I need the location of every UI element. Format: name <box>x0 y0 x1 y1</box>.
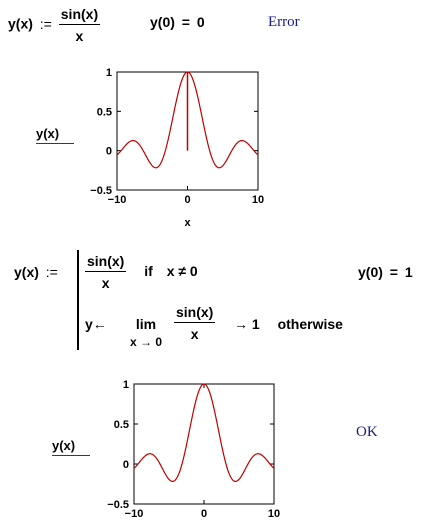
plot1-xlabel: x <box>184 217 191 229</box>
plot2-series-line <box>133 383 275 482</box>
case2-numerator: sin(x) <box>174 304 216 323</box>
case2-limit: lim x → 0 <box>124 316 168 349</box>
eval2-result: 1 <box>404 264 413 280</box>
plot2-ytick-label: 0.5 <box>114 419 129 431</box>
definition-1: y(x) := sin(x) x <box>8 6 101 44</box>
eval2-status-ok: OK <box>356 424 378 440</box>
eval1-result: 0 <box>196 14 205 30</box>
eval1-equals: = <box>181 14 190 30</box>
plot2-ytick-label: 0 <box>123 459 129 471</box>
case-1: sin(x) x if x ≠ 0 <box>85 253 198 291</box>
case2-denominator: x <box>190 326 199 342</box>
definition-2: y(x) := <box>14 264 58 280</box>
case2-var: y <box>85 316 93 332</box>
eval2-equals: = <box>389 264 398 280</box>
piecewise-brace <box>77 250 79 350</box>
def1-fraction: sin(x) x <box>58 6 101 44</box>
case1-condition: x ≠ 0 <box>166 262 198 279</box>
plot1-xtick-label: 0 <box>184 194 190 206</box>
case1-denominator: x <box>101 275 110 291</box>
plot1-ytick-label: 0 <box>106 146 112 158</box>
plot1-xtick-label: −10 <box>108 194 127 206</box>
plot2-frame <box>133 383 275 505</box>
case1-if: if <box>144 262 153 279</box>
def1-numerator: sin(x) <box>58 6 101 25</box>
def1-lhs: y(x) <box>8 15 33 32</box>
case-2-tail: → 1 otherwise <box>234 316 343 332</box>
case2-otherwise: otherwise <box>277 316 343 332</box>
plot1-ytick-label: 0.5 <box>97 106 112 118</box>
eval1-expr: y(0) <box>150 14 175 30</box>
case-2-var: y← <box>85 316 107 332</box>
plot1-xtick-label: 10 <box>252 194 264 206</box>
case1-fraction: sin(x) x <box>85 253 127 291</box>
plot2-ytick-label: −0.5 <box>107 499 129 511</box>
plot-2: 1 0.5 0 −0.5−10 0 10 <box>107 379 280 520</box>
eval1-status-error: Error <box>268 14 300 30</box>
def2-assign: := <box>45 264 58 280</box>
plot-1: 1 0.5 0 −0.5−10 0 10 x <box>90 67 264 229</box>
def1-denominator: x <box>75 28 84 44</box>
def2-lhs: y(x) <box>14 264 39 280</box>
plot2-xtick-label: −10 <box>125 508 144 520</box>
plot2-ylabel: y(x) <box>52 438 90 456</box>
plot1-ytick-label: −0.5 <box>90 185 112 197</box>
eval2-expr: y(0) <box>358 264 383 280</box>
plot2-xtick-label: 10 <box>268 508 280 520</box>
plot2-ytick-label: 1 <box>123 379 129 391</box>
plot1-ytick-label: 1 <box>106 67 112 79</box>
case2-fraction: sin(x) x <box>174 304 216 342</box>
plot2-xtick-label: 0 <box>201 508 207 520</box>
case-2-fraction-wrap: sin(x) x <box>174 304 216 342</box>
eval-2: y(0) = 1 <box>358 264 413 280</box>
eval-1: y(0) = 0 <box>150 14 205 30</box>
case2-lim-sub: x → 0 <box>129 335 162 349</box>
def1-assign: := <box>39 15 52 32</box>
case1-numerator: sin(x) <box>85 253 127 272</box>
case2-result: → 1 <box>234 316 260 332</box>
case2-arrow: ← <box>92 316 107 332</box>
plot1-ylabel: y(x) <box>36 126 74 144</box>
case2-lim: lim <box>135 316 157 332</box>
